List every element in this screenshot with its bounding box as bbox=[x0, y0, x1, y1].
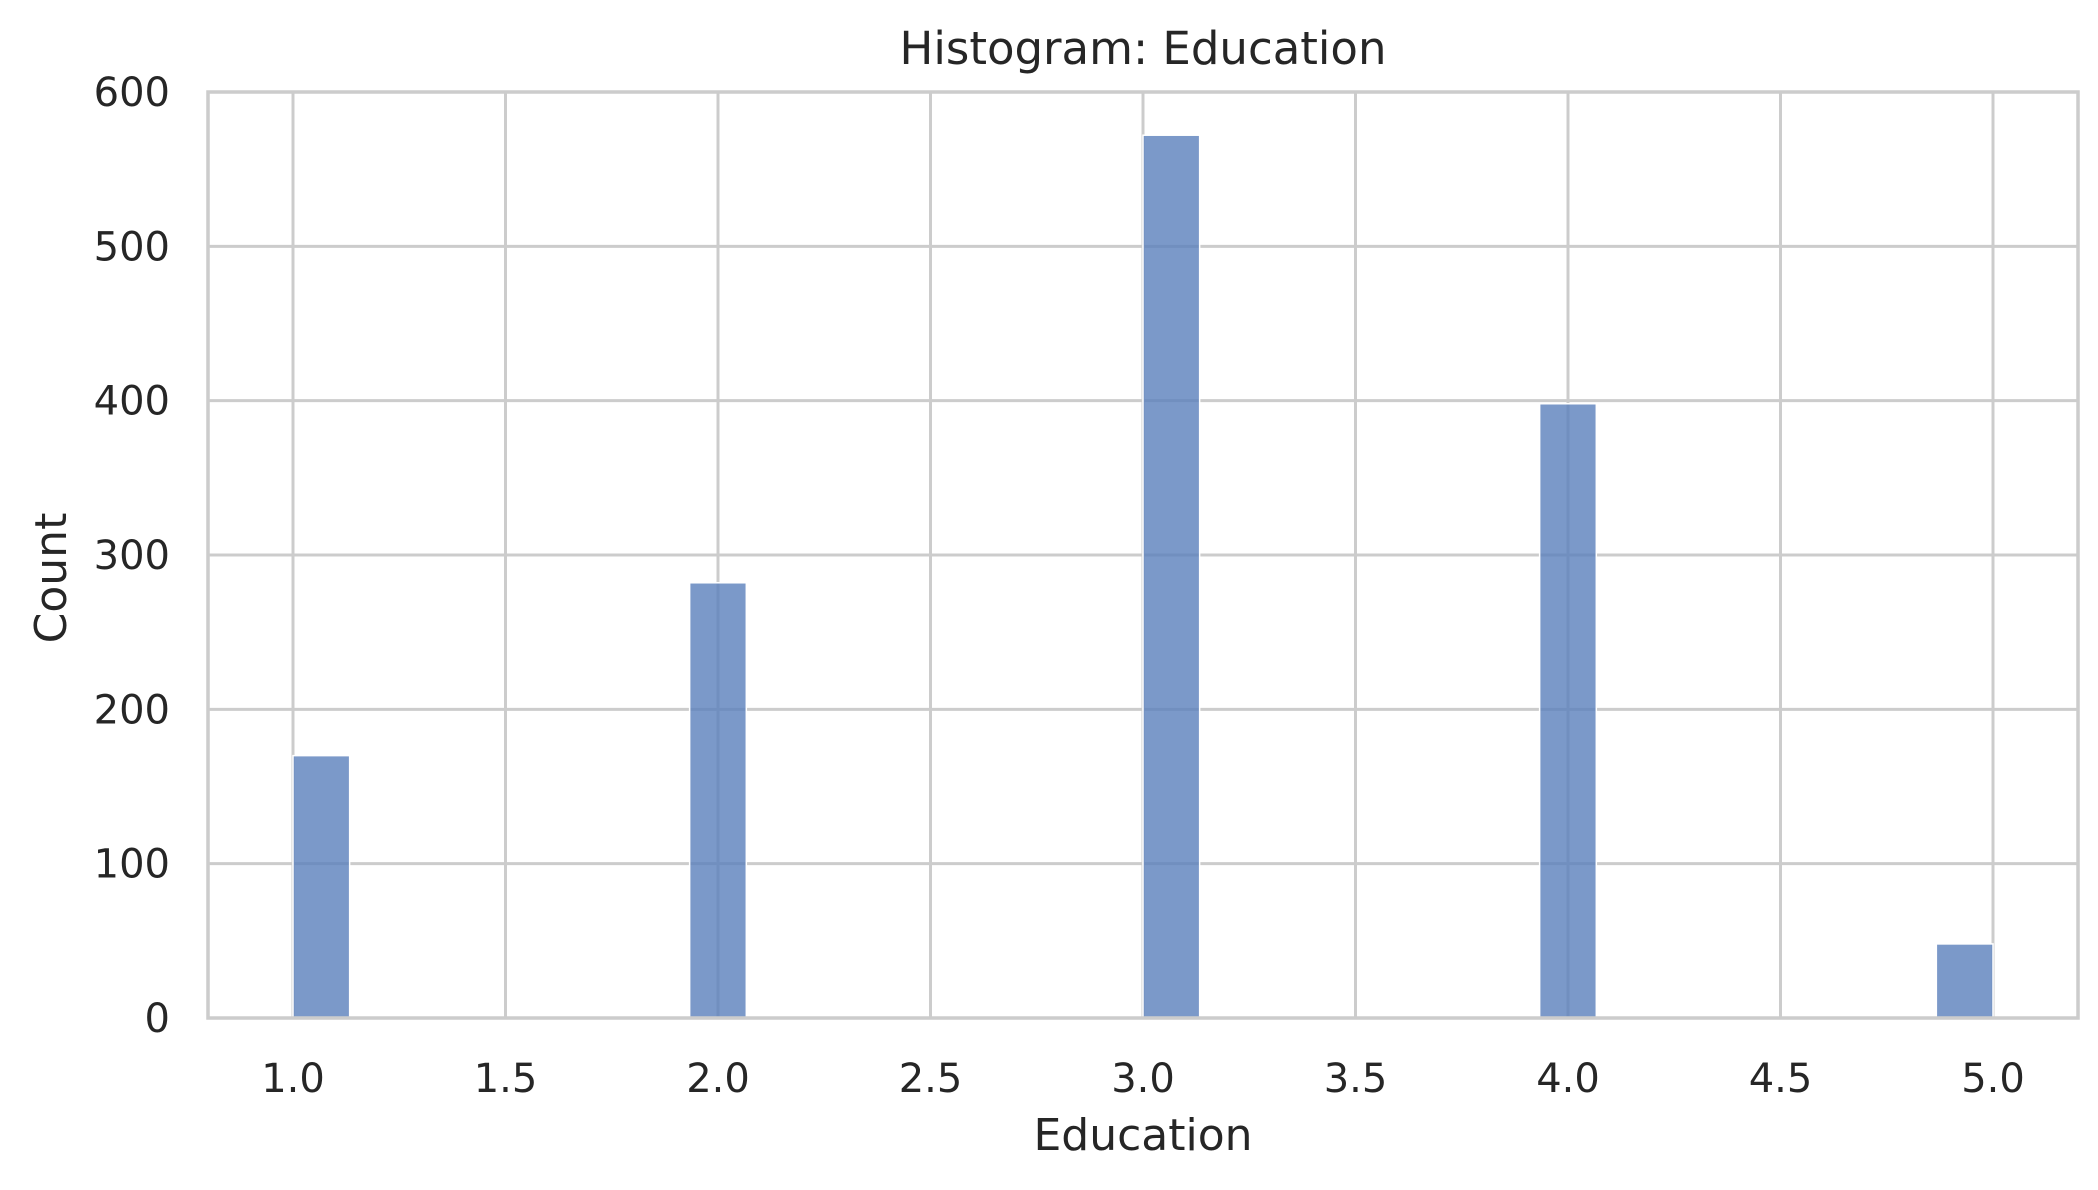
tick-labels: 1.0 1.5 2.0 2.5 3.0 3.5 4.0 4.5 5.0 0 100 200 300 400… bbox=[94, 70, 2025, 1102]
plot-border bbox=[206, 90, 2080, 1020]
y-tick-label: 0 bbox=[145, 996, 170, 1042]
chart-title: Histogram: Education bbox=[900, 22, 1387, 75]
histogram-bar bbox=[1538, 403, 1598, 1019]
x-tick-label: 1.5 bbox=[474, 1056, 538, 1102]
x-tick-label: 2.5 bbox=[899, 1056, 963, 1102]
plot-frame bbox=[206, 90, 2080, 1020]
y-tick-label: 100 bbox=[94, 842, 170, 888]
x-tick-label: 3.0 bbox=[1111, 1056, 1175, 1102]
y-tick-label: 300 bbox=[94, 533, 170, 579]
x-tick-label: 2.0 bbox=[686, 1056, 750, 1102]
y-tick-label: 200 bbox=[94, 687, 170, 733]
y-axis-label: Count bbox=[26, 513, 77, 644]
histogram-bar bbox=[688, 582, 748, 1019]
x-axis-label: Education bbox=[1033, 1110, 1252, 1161]
y-tick-label: 600 bbox=[94, 70, 170, 116]
x-tick-label: 5.0 bbox=[1961, 1056, 2025, 1102]
x-tick-label: 1.0 bbox=[261, 1056, 325, 1102]
histogram-bar bbox=[1935, 943, 1994, 1019]
histogram-bar bbox=[1142, 134, 1201, 1019]
x-tick-label: 4.0 bbox=[1536, 1056, 1600, 1102]
y-tick-label: 400 bbox=[94, 379, 170, 425]
y-tick-label: 500 bbox=[94, 224, 170, 270]
x-tick-label: 3.5 bbox=[1324, 1056, 1388, 1102]
x-tick-label: 4.5 bbox=[1749, 1056, 1813, 1102]
histogram-bar bbox=[292, 754, 351, 1019]
histogram-bars bbox=[292, 134, 1994, 1019]
